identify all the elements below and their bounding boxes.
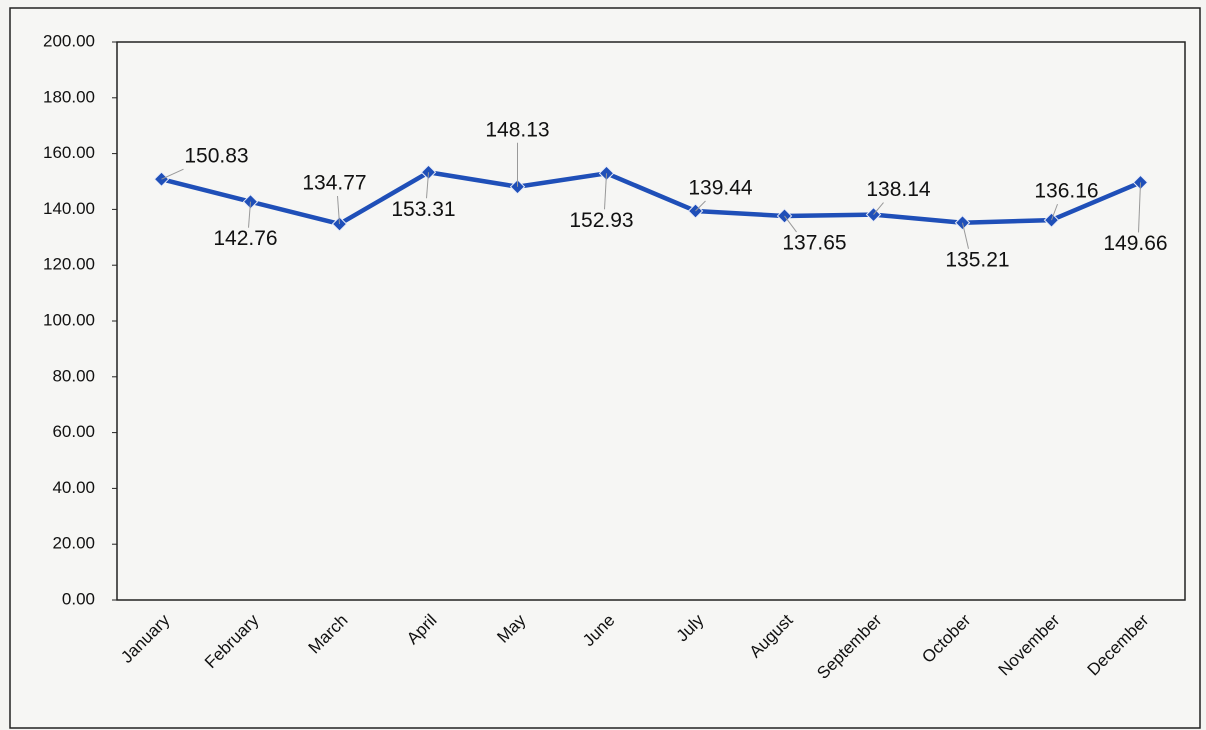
y-tick-label: 120.00 (43, 255, 95, 274)
leader-line (161, 168, 184, 180)
y-tick-label: 80.00 (52, 366, 95, 385)
leader-line (604, 173, 607, 210)
leader-line (784, 215, 797, 233)
leader-line (873, 202, 884, 215)
data-label: 136.16 (1034, 180, 1098, 203)
data-label: 138.14 (866, 178, 931, 201)
data-label: 142.76 (213, 227, 277, 250)
y-tick-label: 100.00 (43, 310, 95, 329)
y-tick-label: 40.00 (52, 478, 95, 497)
data-label: 149.66 (1103, 232, 1167, 255)
leader-line (1138, 182, 1141, 233)
y-tick-label: 160.00 (43, 143, 95, 162)
leader-line (1051, 203, 1058, 221)
y-tick-label: 60.00 (52, 422, 95, 441)
y-tick-label: 200.00 (43, 31, 95, 50)
data-label: 148.13 (485, 118, 549, 141)
y-tick-label: 0.00 (62, 589, 95, 608)
leader-line (426, 172, 429, 199)
series-line (160, 170, 1142, 227)
data-label: 139.44 (688, 177, 753, 200)
data-label: 150.83 (184, 145, 248, 168)
data-label: 152.93 (569, 209, 633, 232)
chart-frame (9, 7, 1201, 729)
data-label: 153.31 (391, 198, 455, 221)
data-label: 135.21 (945, 248, 1009, 271)
leader-line (248, 201, 251, 228)
data-label: 137.65 (782, 232, 846, 255)
y-tick-label: 140.00 (43, 199, 95, 218)
leader-line (337, 195, 340, 225)
data-label: 134.77 (302, 172, 366, 195)
y-tick-label: 20.00 (52, 534, 95, 553)
leader-line (962, 222, 969, 249)
y-tick-label: 180.00 (43, 87, 95, 106)
leader-line (695, 200, 706, 212)
